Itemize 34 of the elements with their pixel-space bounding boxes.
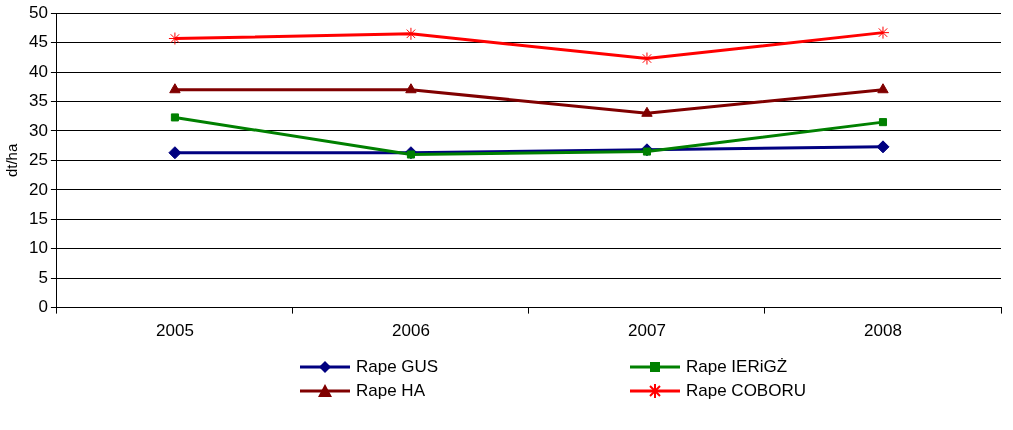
y-tick-label: 45 [28,32,48,52]
point [878,118,888,127]
point [168,146,182,160]
point [641,106,653,117]
y-tick-label: 40 [28,61,48,81]
point [640,52,654,66]
point [405,83,417,94]
y-tick-label: 15 [28,208,48,228]
y-tick-label: 30 [28,120,48,140]
point [169,83,181,94]
y-tick-label: 20 [28,179,48,199]
point [876,26,890,40]
point [876,140,890,154]
legend-label: Rape COBORU [686,381,806,401]
x-tick-label: 2008 [864,321,902,341]
legend-label: Rape HA [356,381,425,401]
y-tick-label: 5 [38,267,48,287]
point [406,150,415,159]
y-tick-label: 35 [28,91,48,111]
point [642,147,651,156]
y-tick-label: 10 [28,238,48,258]
x-tick-label: 2005 [156,321,194,341]
x-tick-label: 2006 [392,321,430,341]
point [404,27,418,41]
y-tick-label: 0 [38,297,48,317]
legend-label: Rape IERiGŻ [686,357,788,377]
legend-label: Rape GUS [356,357,439,377]
y-tick-label: 25 [28,150,48,170]
y-tick-label: 50 [28,2,48,22]
x-tick-label: 2007 [628,321,666,341]
point [168,32,182,46]
point [877,83,889,94]
point [170,113,179,122]
y-axis-title: dt/ha [3,143,21,178]
